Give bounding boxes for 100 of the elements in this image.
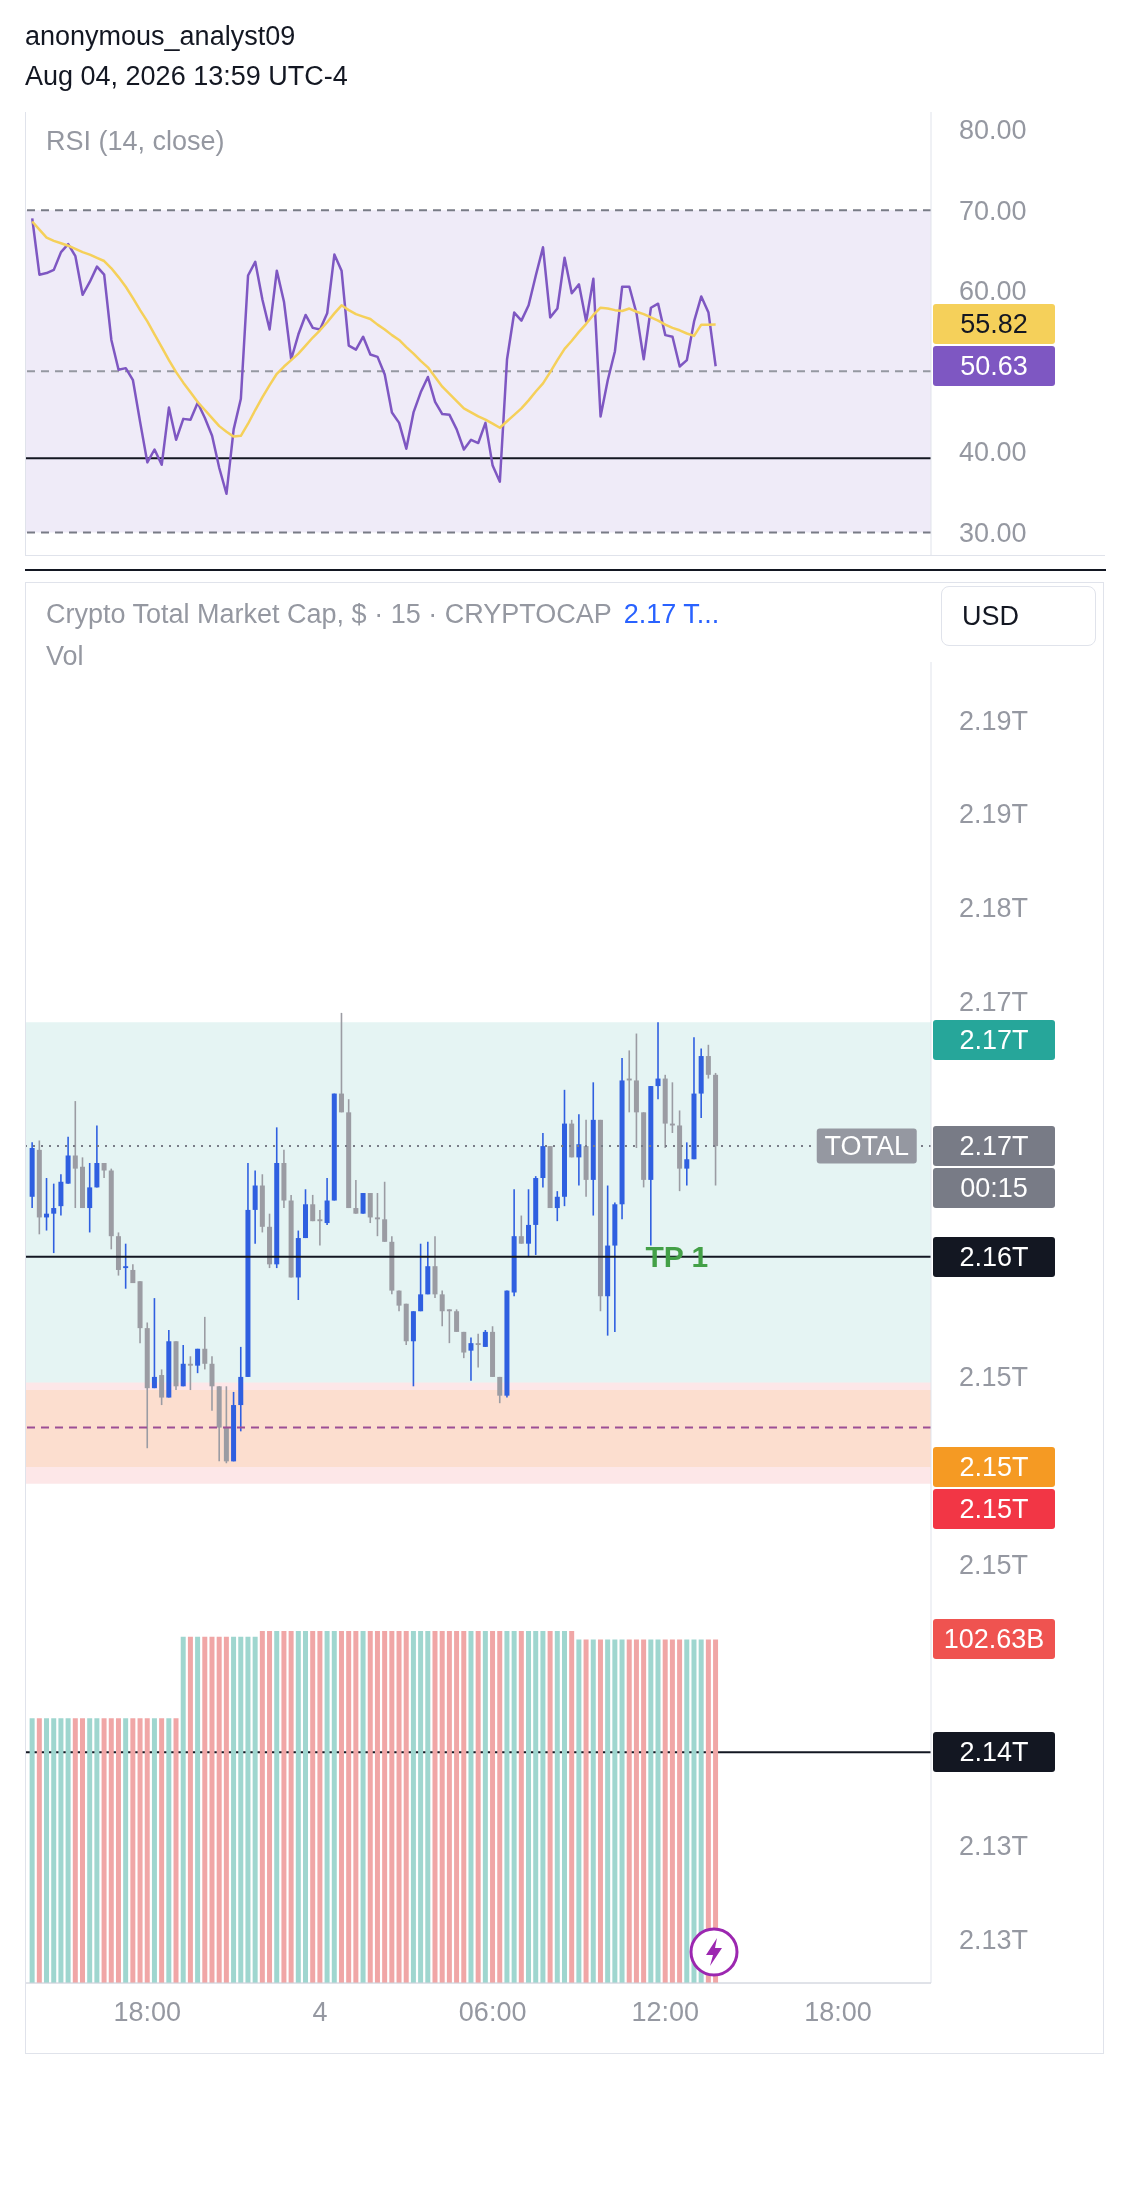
bar [259,1631,265,1983]
bar [475,1631,481,1983]
candlestick [705,1043,711,1080]
bar [245,1636,251,1983]
y-tick-label: 80.00 [959,115,1027,146]
bar [238,1636,244,1983]
candlestick [317,1209,323,1247]
bar [569,1631,575,1983]
bar [612,1639,618,1983]
bar [590,1639,596,1983]
bar [389,1631,395,1983]
bar [87,1718,93,1983]
candlestick [202,1316,208,1371]
bar [504,1631,510,1983]
text: 102.63B [933,1619,1055,1660]
bar [432,1631,438,1983]
text: USD [941,586,1096,646]
bar [295,1631,301,1983]
bar [36,1718,42,1983]
bar [691,1639,697,1983]
bar [410,1631,416,1983]
bar [367,1631,373,1983]
candlestick [497,1376,503,1404]
x-tick-label: 06:00 [458,1997,527,2027]
bar [58,1718,64,1983]
candlestick [72,1100,78,1209]
bar [187,1636,193,1983]
candlestick [684,1141,690,1187]
text: Aug 04, 2026 13:59 UTC-4 [25,60,348,93]
bar [662,1639,668,1983]
x-tick-label: 4 [312,1997,328,2027]
bar [497,1631,503,1983]
candlestick [518,1214,524,1245]
bar [511,1631,517,1983]
y-tick-label: 2.18T [959,893,1029,924]
y-tick-label: 2.17T [959,987,1029,1018]
candlestick [418,1242,424,1313]
bar [159,1718,165,1983]
candlestick [468,1336,474,1382]
candlestick [123,1242,129,1290]
bar [554,1631,560,1983]
bar [310,1631,316,1983]
annotation: 00:15 [933,1168,1055,1209]
bar [267,1631,273,1983]
bar [547,1631,553,1983]
candlestick [87,1162,93,1234]
bar [65,1718,71,1983]
bar [353,1631,359,1983]
bar [303,1631,309,1983]
annotation: Vol [46,641,84,672]
bar [346,1631,352,1983]
y-tick-label: 2.15T [959,1550,1029,1581]
chart-subtitle: 2.17 T... [623,599,720,629]
bar [533,1631,539,1983]
bar [137,1718,143,1983]
line-series [30,220,717,438]
bar [655,1639,661,1983]
bar [518,1631,524,1983]
bar [633,1639,639,1983]
ref-line-label: 2.14T [933,1732,1055,1773]
bar [648,1639,654,1983]
bar [202,1636,208,1983]
candlestick [374,1192,380,1237]
bar [490,1631,496,1983]
bar [461,1631,467,1983]
bar [80,1718,85,1983]
bar [677,1639,683,1983]
bar [669,1639,675,1983]
candlestick [454,1308,460,1333]
line-series [30,217,717,496]
bar [101,1718,107,1983]
bar [223,1636,229,1983]
bar [338,1631,344,1983]
bar [108,1718,114,1983]
x-tick-label: 18:00 [113,1997,182,2027]
bar [619,1639,625,1983]
y-tick-label: 70.00 [959,195,1027,226]
candlestick [187,1355,193,1391]
bar [72,1718,78,1983]
y-tick-label: 60.00 [959,276,1027,307]
bar [641,1639,647,1983]
y-tick-label: 2.13T [959,1831,1029,1862]
bar [317,1631,323,1983]
text: 55.82 [933,304,1055,345]
bar [288,1631,294,1983]
bar [195,1636,201,1983]
candlestick [446,1308,452,1344]
bar [166,1718,172,1983]
bar [231,1636,237,1983]
candlestick [159,1368,165,1406]
bar [130,1718,136,1983]
bar [526,1631,532,1983]
y-tick-label: 2.19T [959,799,1029,830]
bar [180,1636,186,1983]
candlestick [382,1180,388,1243]
candlestick [338,1012,344,1114]
candlestick [475,1332,481,1369]
y-tick-label: 2.19T [959,705,1029,736]
bar [44,1718,50,1983]
bar [252,1636,258,1983]
